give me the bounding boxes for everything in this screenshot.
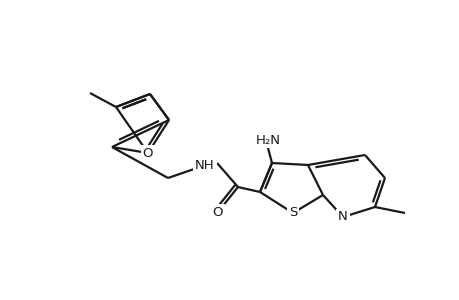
Text: NH: NH [195,158,214,172]
Text: H₂N: H₂N [255,134,280,146]
Text: S: S [288,206,297,220]
Text: N: N [337,211,347,224]
Text: O: O [212,206,223,218]
Text: O: O [142,146,153,160]
